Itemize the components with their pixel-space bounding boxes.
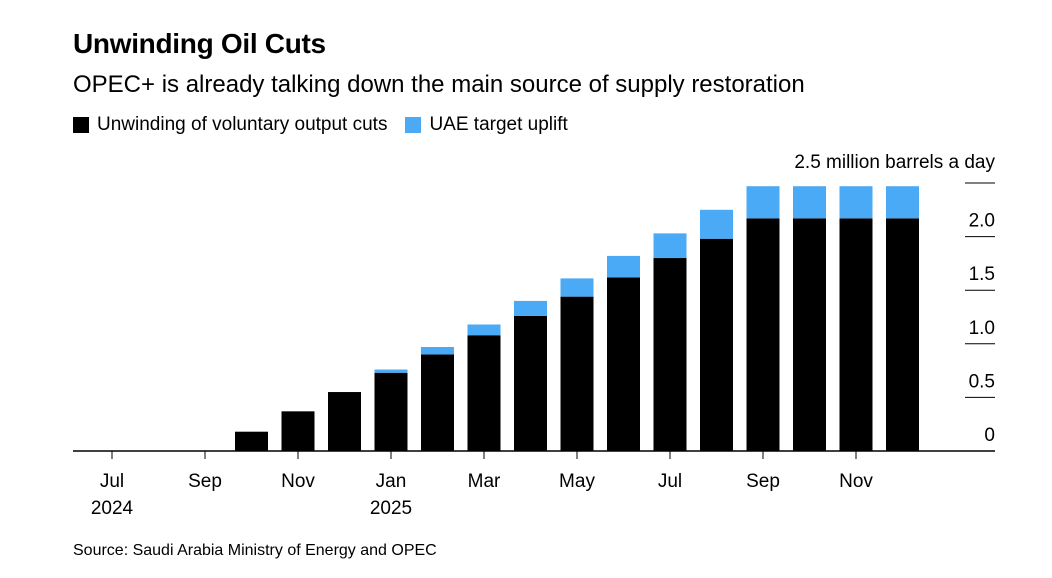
bar-voluntary-cuts bbox=[607, 277, 640, 451]
bar-uae-uplift bbox=[886, 186, 919, 219]
bar-voluntary-cuts bbox=[700, 238, 733, 451]
bar-voluntary-cuts bbox=[421, 354, 454, 451]
y-tick-labels: 0 0.5 1.0 1.5 2.0 bbox=[969, 211, 995, 446]
bar-uae-uplift bbox=[374, 369, 408, 373]
bar-voluntary-cuts bbox=[886, 218, 919, 451]
legend-swatch-series2 bbox=[405, 117, 422, 133]
legend-label-series2: UAE target uplift bbox=[429, 114, 568, 135]
bar-uae-uplift bbox=[467, 324, 501, 336]
x-tick-label: Nov bbox=[281, 471, 315, 492]
bar-uae-uplift bbox=[793, 186, 826, 219]
x-tick-label: Sep bbox=[746, 471, 780, 492]
bar-uae-uplift bbox=[607, 255, 640, 278]
y-tick-label: 1.5 bbox=[969, 264, 995, 285]
bars bbox=[235, 186, 919, 451]
x-tick-label: Jan bbox=[376, 471, 407, 492]
bar-voluntary-cuts bbox=[281, 411, 315, 451]
bar-voluntary-cuts bbox=[374, 372, 408, 451]
y-tick-label: 0.5 bbox=[969, 371, 995, 392]
bar-uae-uplift bbox=[700, 209, 733, 239]
y-tick-label: 2.0 bbox=[969, 211, 995, 232]
bar-voluntary-cuts bbox=[839, 218, 873, 451]
bar-uae-uplift bbox=[653, 233, 687, 259]
bar-uae-uplift bbox=[746, 186, 780, 219]
legend-item-series2: UAE target uplift bbox=[405, 114, 568, 136]
bar-voluntary-cuts bbox=[328, 392, 361, 451]
x-tick-label: Mar bbox=[468, 471, 501, 492]
y-tick-label: 1.0 bbox=[969, 318, 995, 339]
chart-subtitle: OPEC+ is already talking down the main s… bbox=[73, 71, 805, 98]
bar-voluntary-cuts bbox=[514, 315, 547, 451]
bar-uae-uplift bbox=[514, 300, 547, 316]
x-tick-label: Nov bbox=[839, 471, 873, 492]
source-note: Source: Saudi Arabia Ministry of Energy … bbox=[73, 542, 437, 559]
bar-voluntary-cuts bbox=[467, 335, 501, 451]
x-tick-label: Jul bbox=[100, 471, 124, 492]
bar-voluntary-cuts bbox=[653, 258, 687, 451]
chart-title: Unwinding Oil Cuts bbox=[73, 28, 326, 59]
bar-voluntary-cuts bbox=[235, 431, 268, 451]
legend-item-series1: Unwinding of voluntary output cuts bbox=[73, 114, 387, 136]
x-tick-labels: Jul 2024 Sep Nov Jan 2025 Mar May Jul Sep Nov bbox=[91, 451, 873, 519]
x-tick-label: Jul bbox=[658, 471, 682, 492]
x-tick-label: Sep bbox=[188, 471, 222, 492]
bar-uae-uplift bbox=[560, 278, 594, 297]
x-tick-label: May bbox=[559, 471, 595, 492]
x-tick-year-label: 2024 bbox=[91, 498, 134, 519]
bar-uae-uplift bbox=[839, 186, 873, 219]
legend-swatch-series1 bbox=[73, 117, 89, 133]
legend-label-series1: Unwinding of voluntary output cuts bbox=[97, 114, 388, 135]
bar-uae-uplift bbox=[421, 347, 454, 355]
y-tick-label: 0 bbox=[984, 425, 995, 446]
y-unit-label: 2.5 million barrels a day bbox=[794, 152, 995, 173]
bar-voluntary-cuts bbox=[793, 218, 826, 451]
bar-voluntary-cuts bbox=[560, 296, 594, 451]
legend: Unwinding of voluntary output cuts UAE t… bbox=[73, 114, 586, 136]
bar-voluntary-cuts bbox=[746, 218, 780, 451]
x-tick-year-label: 2025 bbox=[370, 498, 412, 519]
